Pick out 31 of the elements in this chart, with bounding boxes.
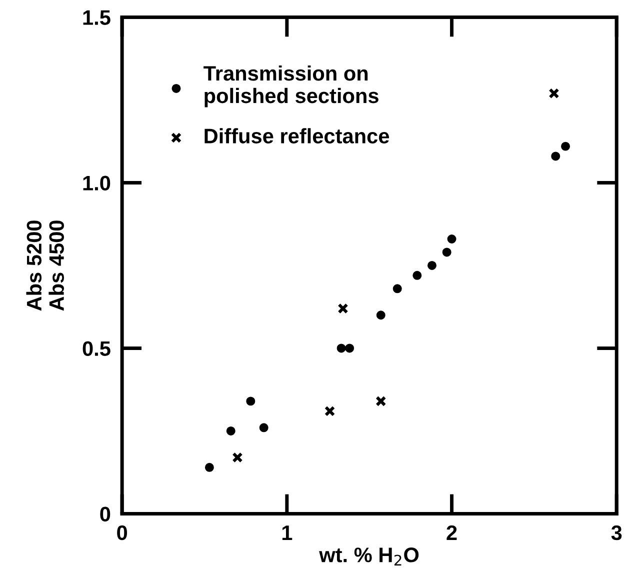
x-tick-label: 0 <box>117 525 128 540</box>
y-axis-title: Abs 5200 Abs 4500 <box>26 220 64 311</box>
point <box>336 344 346 353</box>
x-tick-label: 3 <box>611 525 622 540</box>
point <box>442 248 452 257</box>
x-axis-title: wt. % H$_{2}$O <box>319 548 419 566</box>
point <box>561 142 570 151</box>
point <box>345 344 354 353</box>
point <box>338 303 348 314</box>
point <box>226 426 236 436</box>
point <box>548 88 560 99</box>
y-tick-label: 1.0 <box>83 176 110 190</box>
point <box>204 462 214 472</box>
point <box>376 310 386 320</box>
point <box>259 423 268 432</box>
point <box>324 406 336 416</box>
y-tick-label: 1.5 <box>83 10 110 25</box>
legend-label: Diffuse reflectance <box>204 128 390 144</box>
x-tick-label: 1 <box>282 526 292 540</box>
point <box>232 452 243 463</box>
y-tick-label: 0 <box>100 506 110 522</box>
point <box>447 234 456 244</box>
x-tick-label: 2 <box>446 525 457 540</box>
point <box>412 270 422 280</box>
point <box>246 396 256 406</box>
point <box>392 284 402 294</box>
point <box>427 260 436 270</box>
point <box>551 152 560 161</box>
point <box>376 396 386 407</box>
y-tick-label: 0.5 <box>82 341 110 356</box>
legend-label: Transmission on polished sections <box>204 65 378 108</box>
